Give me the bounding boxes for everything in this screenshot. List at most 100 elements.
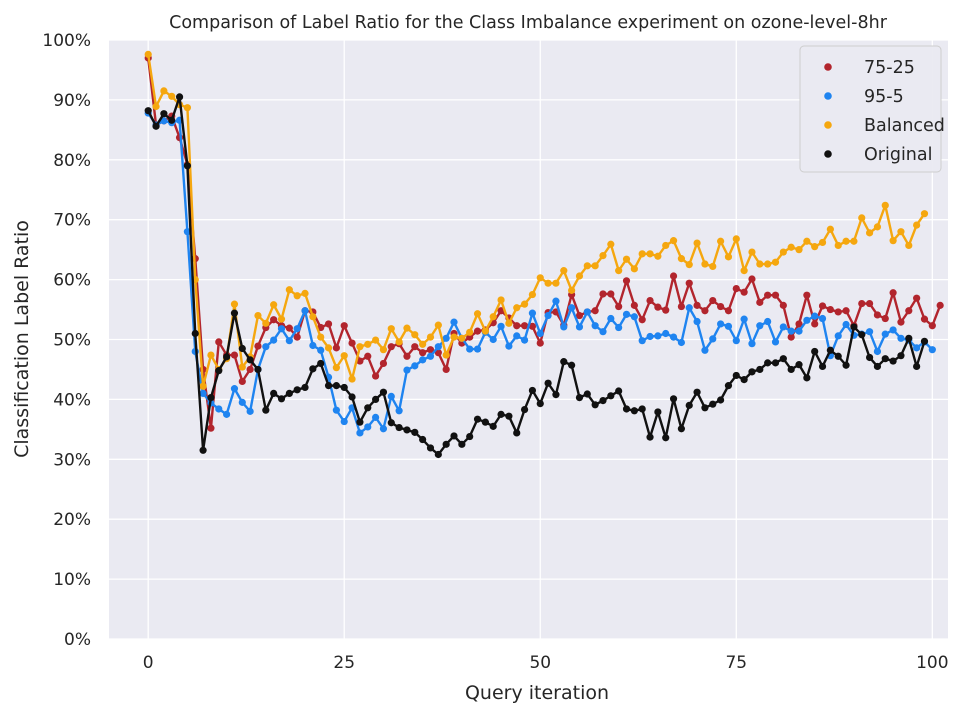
data-point — [873, 311, 882, 319]
data-point — [607, 314, 615, 323]
data-point — [756, 322, 764, 330]
data-point — [795, 320, 803, 328]
data-point — [881, 355, 889, 363]
data-point — [238, 377, 246, 386]
data-point — [654, 252, 662, 260]
data-point — [740, 315, 748, 323]
data-point — [677, 255, 686, 263]
data-point — [662, 241, 670, 250]
data-point — [473, 310, 482, 318]
data-point — [920, 337, 929, 345]
data-point — [144, 107, 152, 115]
data-point — [262, 406, 270, 414]
data-point — [426, 346, 435, 354]
data-point — [466, 432, 474, 441]
data-point — [795, 327, 803, 335]
data-point — [834, 352, 842, 360]
data-point — [575, 272, 584, 280]
data-point — [677, 338, 686, 347]
data-point — [622, 255, 631, 263]
data-point — [411, 362, 419, 370]
data-point — [850, 323, 858, 331]
data-point — [803, 237, 811, 245]
data-point — [520, 300, 529, 308]
data-point — [481, 327, 489, 335]
data-point — [536, 329, 544, 338]
data-point — [858, 299, 866, 308]
data-point — [599, 328, 607, 336]
data-point — [301, 307, 309, 315]
data-point — [411, 343, 419, 351]
data-point — [489, 422, 497, 430]
data-point — [183, 162, 192, 170]
data-point — [183, 104, 192, 112]
data-point — [348, 393, 356, 401]
data-point — [881, 330, 889, 338]
data-point — [756, 260, 764, 268]
data-point — [215, 367, 223, 375]
series-layer — [144, 50, 944, 459]
data-point — [709, 400, 717, 408]
data-point — [544, 279, 552, 287]
y-tick-label: 80% — [53, 151, 91, 171]
data-point — [285, 324, 293, 332]
data-point — [591, 307, 599, 315]
data-point — [442, 440, 450, 448]
series-95-5 — [144, 109, 936, 437]
data-point — [285, 337, 293, 345]
legend-marker — [824, 92, 832, 100]
data-point — [591, 401, 599, 409]
data-point — [583, 308, 591, 316]
data-point — [348, 339, 356, 347]
data-point — [599, 290, 607, 298]
data-point — [285, 286, 293, 294]
data-point — [293, 333, 301, 341]
legend-marker — [824, 150, 832, 158]
data-point — [364, 404, 372, 412]
data-point — [434, 349, 442, 357]
data-point — [724, 382, 733, 390]
data-point — [536, 274, 544, 282]
data-point — [724, 322, 733, 330]
data-point — [254, 365, 262, 374]
data-point — [638, 405, 646, 413]
data-point — [175, 93, 184, 101]
x-tick-label: 0 — [143, 653, 154, 673]
data-point — [419, 349, 427, 357]
data-point — [795, 246, 803, 254]
data-point — [528, 309, 537, 317]
data-point — [505, 412, 513, 420]
data-point — [842, 307, 850, 315]
legend-box — [799, 45, 942, 173]
data-point — [709, 262, 717, 271]
data-point — [270, 316, 278, 324]
data-point — [622, 405, 631, 413]
data-point — [889, 357, 897, 365]
data-point — [160, 110, 168, 118]
data-point — [285, 389, 293, 398]
data-point — [230, 300, 239, 308]
data-point — [771, 258, 780, 266]
data-point — [858, 331, 866, 339]
y-tick-label: 30% — [53, 450, 91, 470]
data-point — [693, 301, 701, 309]
data-point — [701, 260, 709, 268]
data-point — [771, 291, 780, 299]
data-point — [324, 344, 333, 352]
data-point — [630, 265, 638, 273]
data-point — [458, 440, 466, 448]
data-point — [497, 410, 505, 418]
y-tick-label: 90% — [53, 91, 91, 111]
data-point — [865, 299, 874, 308]
data-point — [442, 365, 450, 374]
data-point — [246, 365, 254, 374]
data-point — [560, 267, 568, 275]
data-point — [199, 446, 207, 454]
data-point — [254, 311, 262, 320]
data-point — [873, 347, 882, 356]
data-point — [442, 334, 450, 342]
data-point — [811, 243, 819, 251]
data-point — [575, 394, 584, 402]
data-point — [615, 323, 623, 332]
data-point — [230, 309, 239, 317]
